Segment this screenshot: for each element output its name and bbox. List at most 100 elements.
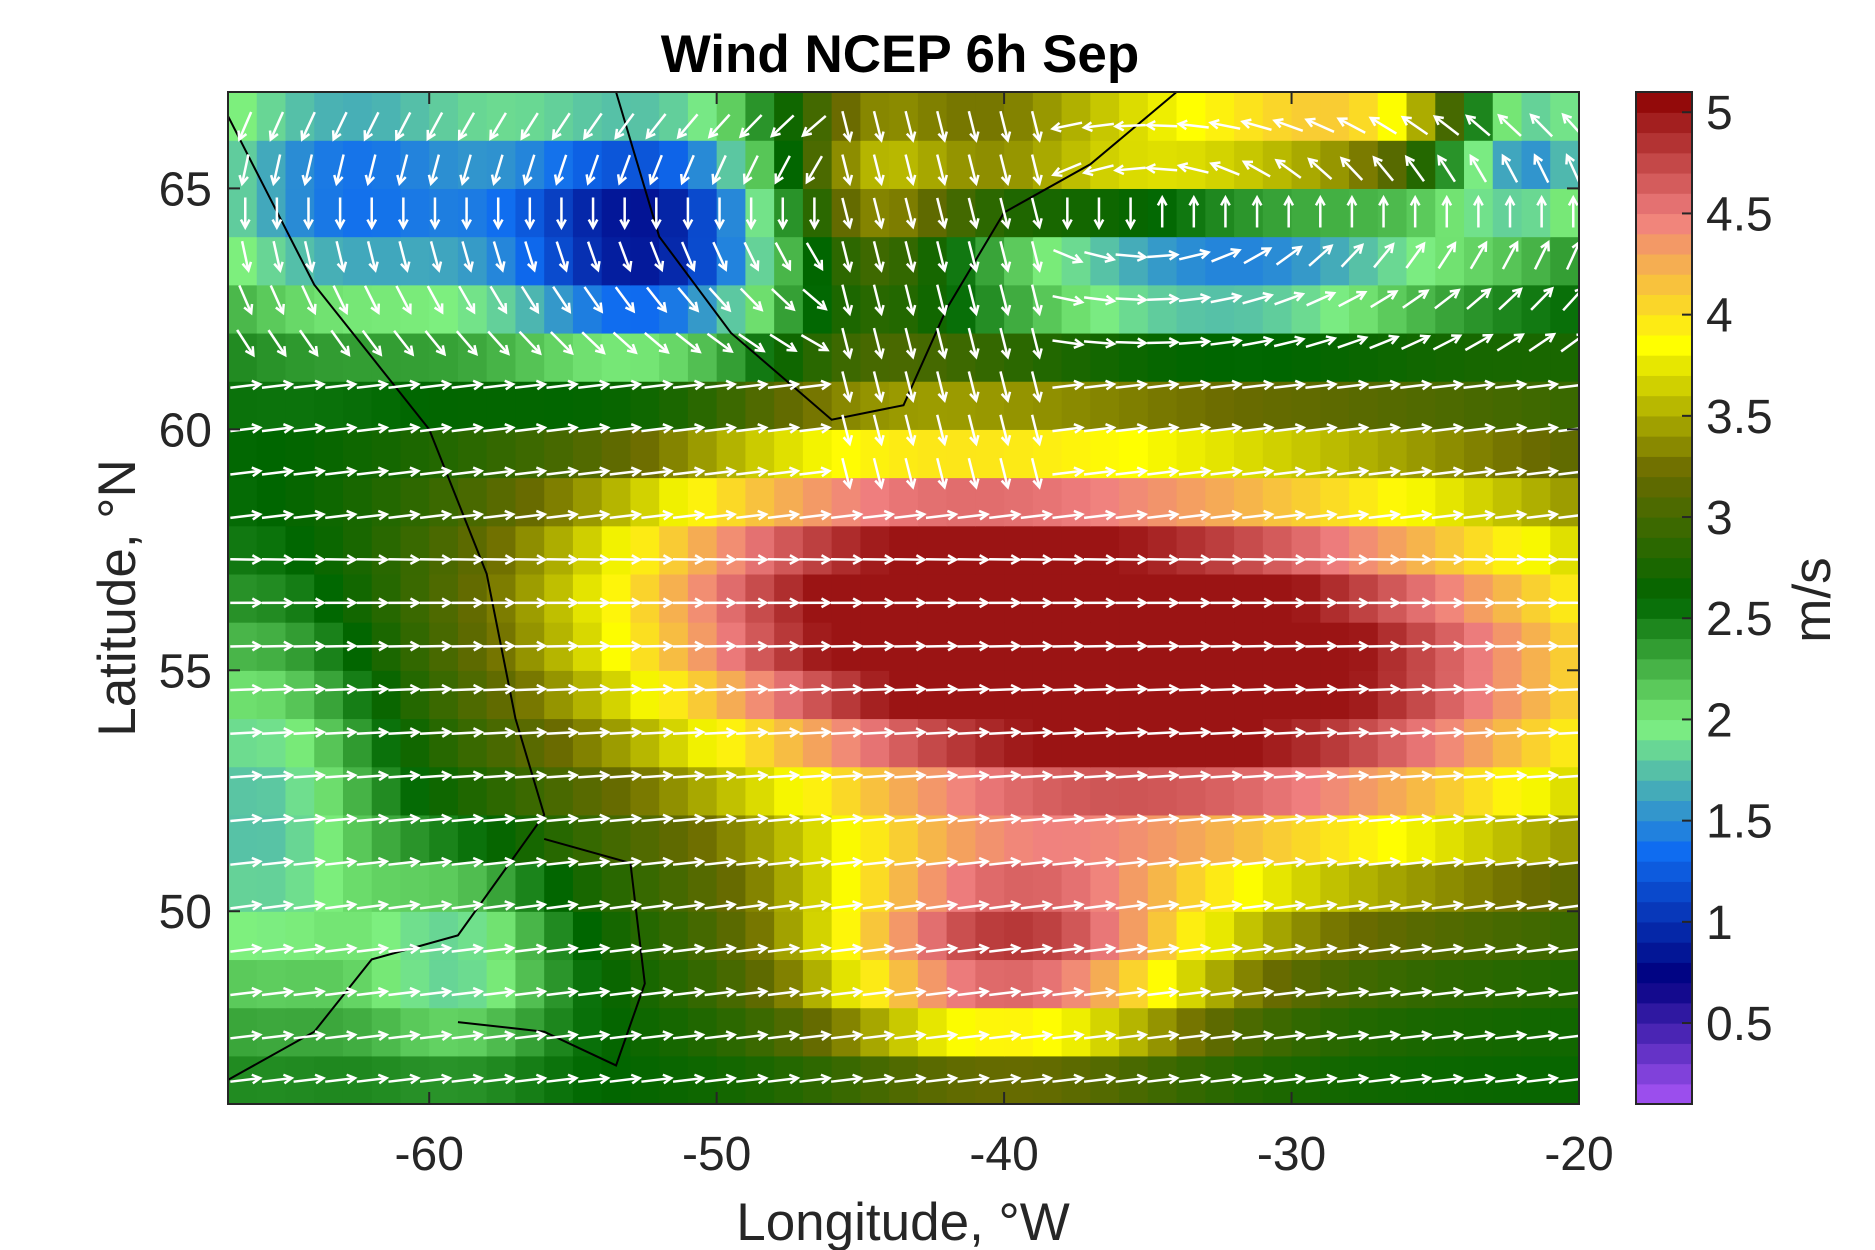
heatmap-cell [1119,573,1149,623]
wind-arrow [770,114,795,137]
heatmap-cell [1205,236,1235,286]
wind-arrowhead [1093,218,1105,231]
wind-arrowhead [937,304,948,317]
wind-arrowhead [472,986,485,998]
heatmap-cell [1320,959,1350,1009]
wind-arrow [1210,687,1241,692]
wind-arrowhead [504,640,516,652]
wind-arrowhead [1136,337,1149,349]
wind-arrow [546,644,577,648]
wind-arrow [546,382,577,389]
colorbar-swatch [1636,1043,1692,1065]
wind-arrowhead [969,131,980,143]
wind-arrow [1178,382,1209,389]
wind-arrowhead [1072,253,1084,264]
wind-arrowhead [1240,118,1252,129]
wind-arrowhead [1263,640,1275,652]
wind-arrowhead [1326,379,1338,391]
wind-arrowhead [1358,597,1370,609]
wind-arrowhead [842,131,854,143]
wind-arrow [999,371,1009,401]
wind-arrowhead [978,1073,990,1085]
wind-arrow [1494,990,1526,997]
wind-arrowhead [852,900,864,911]
wind-arrow [1242,860,1273,866]
wind-arrowhead [1326,466,1338,478]
wind-arrow [609,730,640,736]
wind-arrowhead [1579,1030,1591,1041]
wind-arrow [1178,773,1209,779]
wind-arrow [904,284,915,315]
heatmap-cell [1435,911,1465,961]
wind-arrow [1147,123,1178,128]
wind-arrowhead [978,900,990,911]
wind-arrowhead [1453,640,1465,652]
wind-arrowhead [658,343,670,354]
heatmap-cell [917,959,948,1009]
colorbar-swatch [1636,233,1692,255]
wind-arrow [904,457,915,488]
wind-arrowhead [1389,900,1402,911]
wind-arrow [609,990,640,997]
wind-arrowhead [915,509,927,521]
wind-arrow [1210,990,1241,997]
wind-arrowhead [504,986,516,998]
wind-arrowhead [1452,466,1465,478]
wind-arrowhead [473,597,485,609]
wind-arrowhead [915,1030,927,1041]
wind-arrow [356,1076,387,1083]
wind-arrow [1431,513,1462,520]
wind-arrow [552,286,571,313]
wind-arrow [704,946,735,953]
wind-arrow [325,426,356,433]
wind-arrow [240,154,250,185]
wind-arrowhead [694,640,706,652]
wind-arrow [1178,296,1209,303]
wind-arrow [356,990,387,997]
heatmap-cell [429,959,459,1009]
wind-arrowhead [1010,640,1022,652]
wind-arrow [1305,426,1336,433]
wind-arrowhead [504,856,516,868]
heatmap-cell [1550,381,1580,430]
wind-arrowhead [1548,640,1560,652]
wind-arrowhead [1294,727,1307,738]
wind-arrowhead [1105,1073,1117,1085]
heatmap-cell [1205,92,1235,141]
wind-arrowhead [1073,683,1085,695]
wind-arrowhead [504,423,516,434]
wind-arrow [1305,513,1336,520]
heatmap-cell [1492,429,1523,479]
wind-arrow [298,329,319,356]
heatmap-cell [1119,236,1149,286]
wind-arrowhead [1548,554,1560,565]
wind-arrowhead [1199,379,1212,391]
wind-arrow [1336,990,1367,997]
heatmap-cell [630,718,660,768]
wind-arrow [614,286,635,313]
wind-arrowhead [946,509,959,521]
wind-arrow [967,414,978,445]
wind-arrowhead [969,348,980,360]
wind-arrowhead [1579,640,1591,652]
wind-arrowhead [567,509,579,521]
heatmap-cell [802,1007,833,1057]
wind-arrow [1463,860,1494,866]
wind-arrow [989,903,1020,910]
wind-arrow [1020,773,1051,779]
heatmap-cell [1492,525,1523,575]
wind-arrowhead [1263,597,1275,609]
wind-arrowhead [1136,943,1149,955]
heatmap-cell [774,477,804,527]
wind-arrow [1494,1076,1526,1083]
wind-arrowhead [769,127,781,138]
wind-arrowhead [409,900,421,911]
wind-arrowhead [1010,986,1022,998]
wind-arrowhead [334,218,346,231]
heatmap-cell [975,140,1005,189]
wind-arrowhead [492,218,504,231]
wind-arrowhead [905,218,917,230]
heatmap-cell [486,236,517,286]
wind-arrow [514,903,545,910]
heatmap-cell [774,814,804,864]
